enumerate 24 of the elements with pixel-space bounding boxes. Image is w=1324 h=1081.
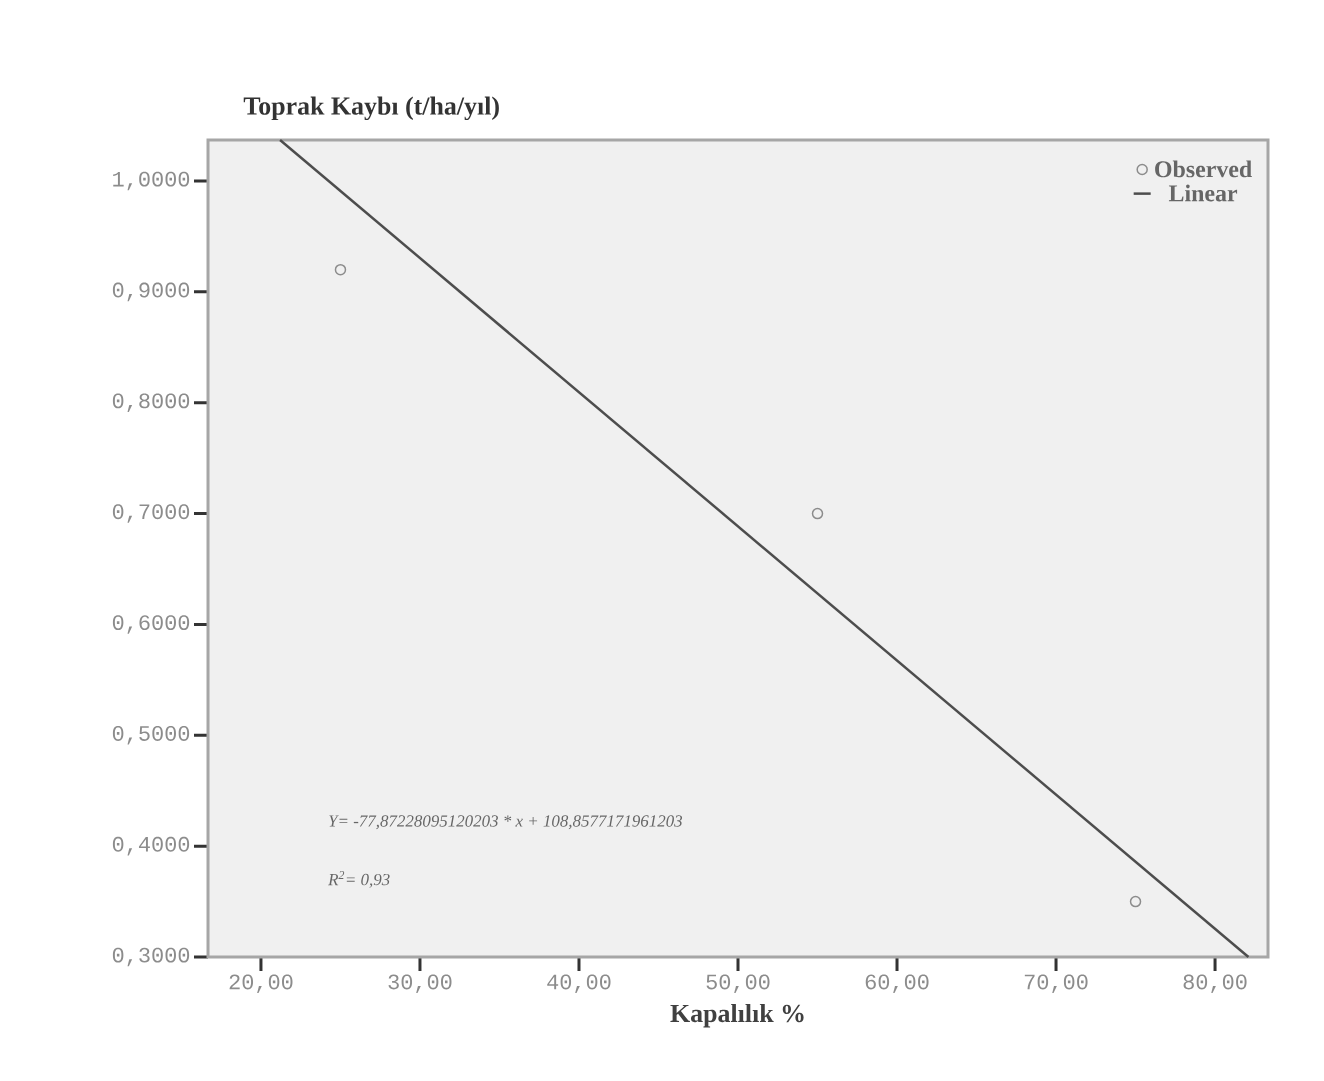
- legend-label: Linear: [1168, 184, 1238, 202]
- point: [334, 263, 347, 276]
- x-tick-label: 60,00: [865, 974, 929, 994]
- y-tick-label: 0,8000: [112, 393, 190, 412]
- annotation: Y= -77,87228095120203 * x + 108,8577171961203: [329, 815, 683, 830]
- y-tick-label: 0,9000: [112, 282, 190, 302]
- y-tick-label: 0,3000: [112, 947, 190, 967]
- point: [1129, 895, 1142, 908]
- x-tick-label: 80,00: [1183, 974, 1247, 994]
- annotation: R$^{2}$= 0,93: [328, 871, 390, 888]
- legend-label: Observed: [1155, 160, 1252, 178]
- y-tick-label: 1,0000: [113, 171, 190, 191]
- point: [811, 507, 824, 520]
- y-axis-title: Toprak Kaybı (t/ha/yıl): [243, 96, 499, 121]
- y-tick-label: 0,6000: [112, 615, 190, 634]
- x-tick-label: 40,00: [547, 974, 611, 994]
- x-tick-label: 70,00: [1024, 974, 1088, 994]
- y-tick-label: 0,7000: [112, 504, 190, 523]
- y-tick-label: 0,4000: [112, 836, 190, 856]
- x-axis-title: Kapalılık %: [670, 1003, 804, 1028]
- x-tick-label: 50,00: [706, 974, 770, 994]
- x-tick-label: 20,00: [229, 974, 293, 994]
- x-tick-label: 30,00: [388, 974, 452, 994]
- y-tick-label: 0,5000: [112, 726, 190, 745]
